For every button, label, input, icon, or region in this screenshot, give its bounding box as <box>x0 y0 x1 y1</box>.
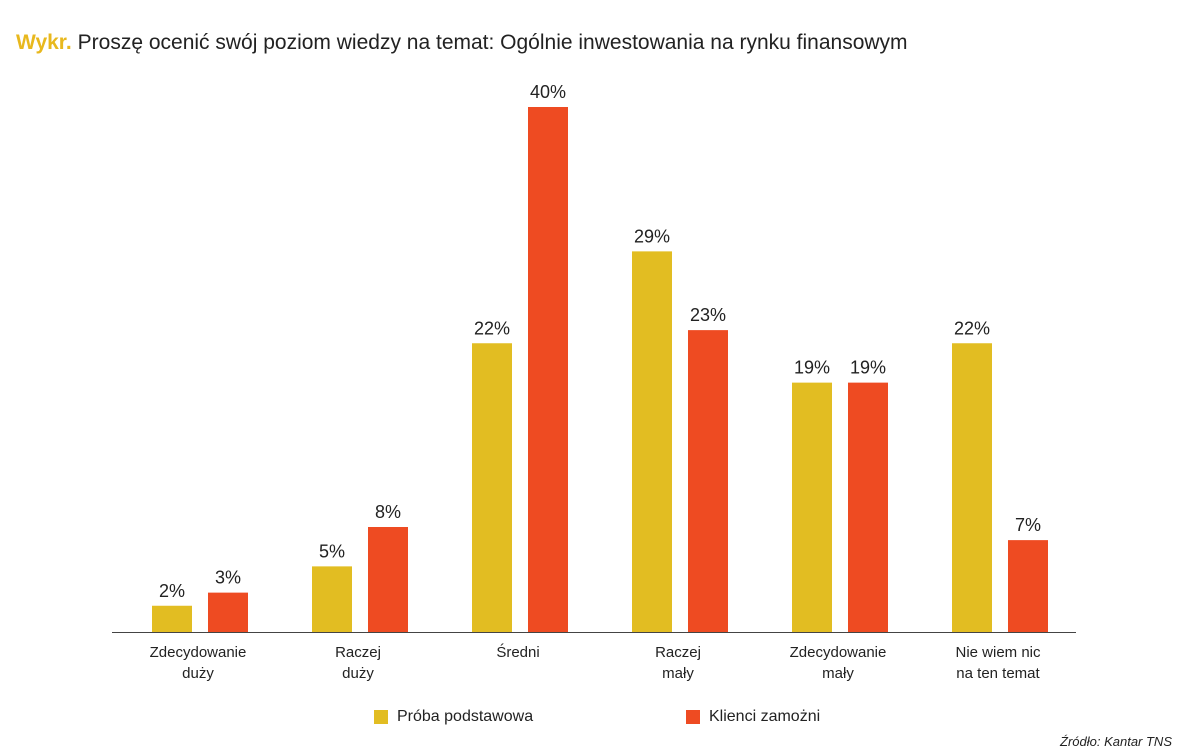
legend-item-proba-podstawowa: Próba podstawowa <box>374 708 533 726</box>
category-label-c3-l1: Średni <box>496 643 539 661</box>
data-label-s1-c3: 22% <box>474 318 510 338</box>
bar-s1-c1 <box>152 605 192 632</box>
chart-title: Wykr. Proszę ocenić swój poziom wiedzy na… <box>16 30 908 56</box>
data-label-s2-c3: 40% <box>530 82 566 102</box>
category-label-c1-l1: Zdecydowanie <box>150 644 247 661</box>
bar-s2-c3 <box>528 107 568 632</box>
data-label-s1-c5: 19% <box>794 358 830 378</box>
legend-swatch-proba-podstawowa <box>374 710 388 724</box>
bar-s1-c5 <box>792 382 832 632</box>
category-label-c4-l2: mały <box>662 665 694 682</box>
category-label-c2-l2: duży <box>342 665 374 682</box>
category-label-c5-l1: Zdecydowanie <box>790 644 887 661</box>
data-label-s2-c1: 3% <box>215 568 241 588</box>
data-label-s2-c2: 8% <box>375 502 401 522</box>
data-label-s2-c6: 7% <box>1015 515 1041 535</box>
chart-legend: Próba podstawowa Klienci zamożni <box>0 708 1188 732</box>
bar-chart: 2% 3% Zdecydowanie duży 5% 8% Raczej duży 22% 40%… <box>112 82 1076 682</box>
data-label-s1-c4: 29% <box>634 226 670 246</box>
data-label-s1-c6: 22% <box>954 318 990 338</box>
bar-s2-c2 <box>368 527 408 632</box>
chart-title-prefix: Wykr. <box>16 31 72 54</box>
data-label-s2-c4: 23% <box>690 305 726 325</box>
data-label-s2-c5: 19% <box>850 358 886 378</box>
legend-swatch-klienci-zamozni <box>686 710 700 724</box>
bar-s1-c6 <box>952 343 992 632</box>
bar-s2-c5 <box>848 382 888 632</box>
legend-item-klienci-zamozni: Klienci zamożni <box>686 708 820 726</box>
bar-s1-c3 <box>472 343 512 632</box>
source-note: Źródło: Kantar TNS <box>1060 734 1172 749</box>
category-label-c5-l2: mały <box>822 665 854 682</box>
category-label-c2-l1: Raczej <box>335 644 381 661</box>
legend-label-klienci-zamozni: Klienci zamożni <box>709 708 821 725</box>
category-label-c1-l2: duży <box>182 665 214 682</box>
category-label-c6-l1: Nie wiem nic <box>955 644 1041 661</box>
chart-title-text: Proszę ocenić swój poziom wiedzy na tema… <box>77 31 908 54</box>
legend-label-proba-podstawowa: Próba podstawowa <box>397 708 534 725</box>
bar-s1-c2 <box>312 566 352 632</box>
category-label-c6-l2: na ten temat <box>956 665 1040 682</box>
bar-s2-c6 <box>1008 540 1048 632</box>
bar-s1-c4 <box>632 251 672 632</box>
data-label-s1-c2: 5% <box>319 541 345 561</box>
bar-s2-c4 <box>688 330 728 632</box>
bar-s2-c1 <box>208 592 248 632</box>
category-label-c4-l1: Raczej <box>655 644 701 661</box>
data-label-s1-c1: 2% <box>159 581 185 601</box>
